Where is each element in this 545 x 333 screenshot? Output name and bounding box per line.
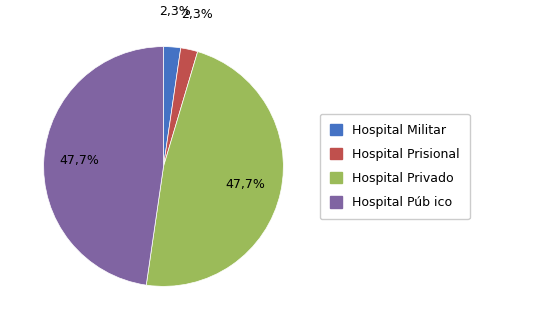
Text: 2,3%: 2,3% [181, 8, 213, 21]
Text: 47,7%: 47,7% [60, 154, 100, 167]
Wedge shape [146, 52, 283, 286]
Legend: Hospital Militar, Hospital Prisional, Hospital Privado, Hospital Púb ico: Hospital Militar, Hospital Prisional, Ho… [319, 114, 470, 219]
Text: 2,3%: 2,3% [159, 5, 191, 18]
Text: 47,7%: 47,7% [226, 178, 265, 191]
Wedge shape [164, 48, 198, 166]
Wedge shape [44, 47, 164, 285]
Wedge shape [164, 47, 181, 166]
